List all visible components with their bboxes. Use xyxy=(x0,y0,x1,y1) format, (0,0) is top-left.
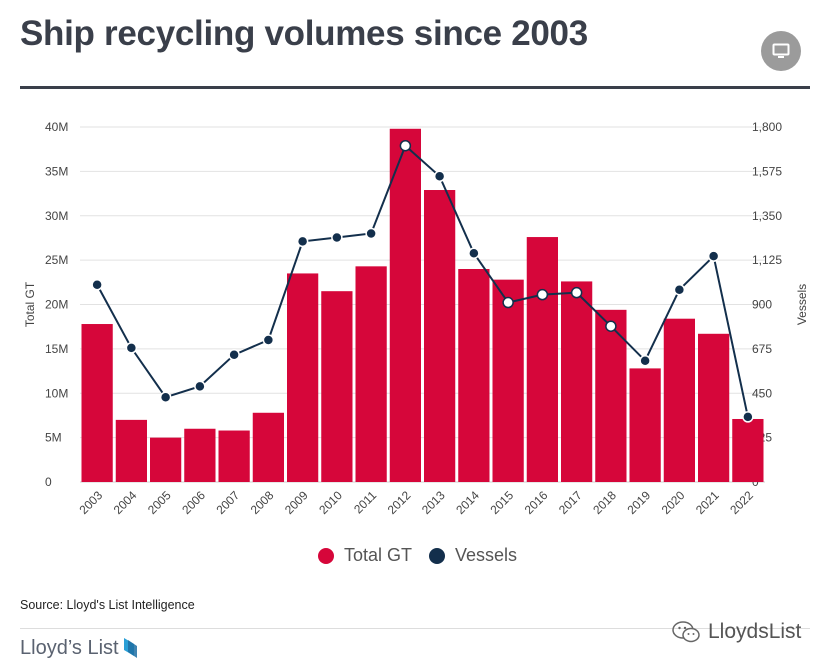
x-tick-label: 2015 xyxy=(487,488,516,517)
left-tick-label: 25M xyxy=(45,253,68,267)
x-tick-label: 2003 xyxy=(76,488,105,517)
legend-label-vessels: Vessels xyxy=(455,545,518,565)
chart: 005M22510M45015M67520M90025M1,12530M1,35… xyxy=(23,120,809,517)
x-tick-label: 2011 xyxy=(351,488,379,516)
legend-swatch-total-gt xyxy=(317,547,334,564)
x-tick-label: 2014 xyxy=(453,488,482,517)
bar-2009 xyxy=(287,273,319,482)
bar-2014 xyxy=(458,269,490,482)
vessels-point-2015 xyxy=(502,296,514,309)
x-tick-label: 2013 xyxy=(419,488,448,517)
left-tick-label: 5M xyxy=(45,431,62,445)
bar-2007 xyxy=(218,430,250,482)
bar-2006 xyxy=(184,428,216,482)
legend-swatch-vessels xyxy=(429,547,445,564)
right-tick-label: 1,575 xyxy=(752,164,782,178)
bar-2012 xyxy=(389,128,421,482)
bar-2017 xyxy=(561,281,593,482)
left-tick-label: 35M xyxy=(45,164,68,178)
right-tick-label: 450 xyxy=(752,386,772,400)
bar-2016 xyxy=(526,237,558,482)
bar-2011 xyxy=(355,266,387,482)
x-tick-label: 2020 xyxy=(659,488,688,517)
brand-name: Lloyd’s List xyxy=(20,636,119,659)
vessels-point-2018 xyxy=(605,320,617,332)
x-tick-label: 2022 xyxy=(727,488,756,517)
watermark-text: LloydsList xyxy=(708,620,802,643)
vessels-point-2012 xyxy=(399,139,412,152)
view-toggle-button[interactable] xyxy=(761,31,801,71)
source-note: Source: Lloyd's List Intelligence xyxy=(20,598,195,612)
bar-2019 xyxy=(629,368,661,482)
vessels-point-2021 xyxy=(707,250,720,262)
x-tick-label: 2019 xyxy=(624,488,653,517)
bar-2003 xyxy=(81,324,113,482)
legend-item-total-gt[interactable]: Total GT xyxy=(317,545,412,566)
bar-2004 xyxy=(115,419,147,482)
left-tick-label: 20M xyxy=(45,298,68,312)
left-tick-label: 30M xyxy=(45,209,68,223)
x-tick-label: 2017 xyxy=(556,488,585,517)
vessels-point-2008 xyxy=(262,334,275,346)
title-divider xyxy=(20,86,810,89)
legend-label-total-gt: Total GT xyxy=(343,545,412,565)
x-tick-label: 2004 xyxy=(111,488,140,517)
bar-2021 xyxy=(698,333,730,482)
x-tick-label: 2012 xyxy=(385,488,414,517)
left-tick-label: 10M xyxy=(45,386,68,400)
lloyds-list-logo-icon xyxy=(123,638,137,658)
right-tick-label: 1,800 xyxy=(752,120,782,134)
x-tick-label: 2007 xyxy=(213,488,242,517)
watermark: LloydsList xyxy=(672,620,801,644)
right-tick-label: 900 xyxy=(752,298,772,312)
right-tick-label: 675 xyxy=(752,342,772,356)
right-tick-label: 1,125 xyxy=(752,253,782,267)
vessels-point-2009 xyxy=(296,235,309,248)
vessels-point-2017 xyxy=(570,286,583,299)
x-tick-label: 2006 xyxy=(179,488,208,517)
right-tick-label: 1,350 xyxy=(752,209,782,223)
right-axis-title: Vessels xyxy=(795,284,809,325)
vessels-point-2016 xyxy=(536,288,549,301)
x-tick-label: 2008 xyxy=(248,488,277,517)
vessels-line xyxy=(96,144,749,418)
footer-divider xyxy=(20,628,810,629)
left-tick-label: 15M xyxy=(45,342,68,356)
vessels-point-2014 xyxy=(468,247,480,259)
x-tick-label: 2009 xyxy=(282,488,311,517)
x-tick-label: 2016 xyxy=(522,488,551,517)
monitor-icon xyxy=(772,43,790,58)
x-tick-label: 2005 xyxy=(145,488,174,517)
vessels-point-2013 xyxy=(433,170,446,183)
x-tick-label: 2018 xyxy=(590,488,619,517)
x-tick-label: 2010 xyxy=(316,488,345,517)
vessels-point-2010 xyxy=(331,231,343,244)
left-axis-title: Total GT xyxy=(23,281,37,327)
bar-2015 xyxy=(492,279,524,482)
bar-2022 xyxy=(732,418,764,482)
bar-2013 xyxy=(424,190,456,482)
bar-2020 xyxy=(663,318,695,482)
wechat-icon xyxy=(672,621,700,643)
page-title: Ship recycling volumes since 2003 xyxy=(20,14,588,53)
legend: Total GT Vessels xyxy=(0,545,835,569)
vessels-point-2011 xyxy=(365,227,377,240)
bar-2018 xyxy=(595,309,627,482)
x-tick-label: 2021 xyxy=(693,488,722,517)
bar-2008 xyxy=(252,412,284,482)
vessels-point-2006 xyxy=(194,380,206,393)
vessels-point-2022 xyxy=(742,411,754,423)
brand[interactable]: Lloyd’s List xyxy=(20,636,138,660)
left-tick-label: 40M xyxy=(45,120,68,134)
vessels-point-2019 xyxy=(639,354,651,367)
legend-item-vessels[interactable]: Vessels xyxy=(429,545,517,566)
left-tick-label: 0 xyxy=(45,475,52,489)
bar-2010 xyxy=(321,291,353,482)
bar-2005 xyxy=(150,437,182,482)
vessels-point-2020 xyxy=(673,283,686,296)
vessels-point-2005 xyxy=(159,391,172,403)
vessels-point-2007 xyxy=(228,349,240,361)
vessels-point-2004 xyxy=(125,342,138,354)
vessels-point-2003 xyxy=(91,279,103,291)
